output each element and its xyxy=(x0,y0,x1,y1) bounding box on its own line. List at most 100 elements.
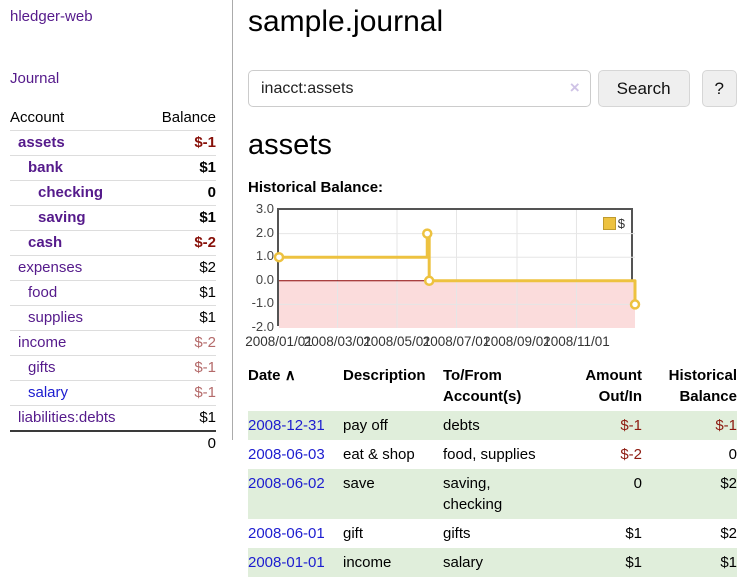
x-axis-label: 2008/09/01 xyxy=(483,334,551,349)
x-axis-label: 2008/05/01 xyxy=(363,334,431,349)
transaction-description: income xyxy=(343,554,392,571)
account-link-saving[interactable]: saving xyxy=(38,209,86,226)
sidebar: hledger-web Journal Account Balance asse… xyxy=(0,0,233,452)
register-header-accounts: To/From Account(s) xyxy=(443,367,522,405)
register-row: 2008-06-03 eat & shop food, supplies $-2… xyxy=(248,440,737,469)
register-header-description: Description xyxy=(343,367,426,384)
account-link-food[interactable]: food xyxy=(28,284,58,301)
account-balance: $-1 xyxy=(194,359,216,376)
accounts-header-balance: Balance xyxy=(161,109,216,126)
transaction-description: save xyxy=(343,475,375,492)
transaction-date-link[interactable]: 2008-06-02 xyxy=(248,475,325,492)
account-row: bank $1 xyxy=(10,155,216,181)
transaction-accounts: saving, checking xyxy=(443,475,503,513)
transaction-date-link[interactable]: 2008-12-31 xyxy=(248,417,325,434)
y-axis-label: 3.0 xyxy=(255,201,274,216)
legend-swatch-icon xyxy=(602,217,616,230)
account-balance: $-1 xyxy=(194,384,216,401)
account-balance: $2 xyxy=(199,259,216,276)
account-balance: $1 xyxy=(199,409,216,426)
account-row: assets $-1 xyxy=(10,130,216,156)
accounts-total-row: 0 xyxy=(10,431,216,456)
account-heading: assets xyxy=(248,129,332,161)
register-row: 2008-01-01 income salary $1 $1 xyxy=(248,548,737,577)
register-header-date[interactable]: Date ∧ xyxy=(248,367,296,384)
account-balance: $-2 xyxy=(194,234,216,251)
account-link-income[interactable]: income xyxy=(18,334,67,351)
y-axis-label: 2.0 xyxy=(255,224,274,240)
account-row: checking 0 xyxy=(10,180,216,206)
y-axis-label: -2.0 xyxy=(251,319,274,334)
x-axis-label: 2008/11/01 xyxy=(543,334,610,349)
accounts-total: 0 xyxy=(207,435,216,452)
transaction-description: gift xyxy=(343,525,364,542)
register-header-balance: Historical Balance xyxy=(668,367,737,405)
search-input[interactable] xyxy=(248,70,591,107)
accounts-table: Account Balance assets $-1 bank $1 check… xyxy=(10,106,216,456)
app-brand-link[interactable]: hledger-web xyxy=(10,8,93,25)
transaction-date-link[interactable]: 2008-01-01 xyxy=(248,554,325,571)
register-row: 2008-12-31 pay off debts $-1 $-1 xyxy=(248,411,737,440)
page-title: sample.journal xyxy=(248,5,444,38)
account-link-expenses[interactable]: expenses xyxy=(18,259,83,276)
chart-legend: $ xyxy=(601,215,626,232)
account-row: salary $-1 xyxy=(10,380,216,406)
journal-nav-link[interactable]: Journal xyxy=(10,70,60,87)
transaction-description: pay off xyxy=(343,417,388,434)
clear-search-icon[interactable]: × xyxy=(569,78,580,97)
account-row: gifts $-1 xyxy=(10,355,216,381)
chart-plot-area: $ xyxy=(273,208,641,328)
transaction-amount: $-2 xyxy=(620,446,642,463)
transaction-balance: $2 xyxy=(720,475,737,492)
balance-chart: $ 3.0 2.0 1.0 0.0 -1.0 -2.0 2008/01/01 2008/03/… xyxy=(245,201,737,356)
transaction-amount: $-1 xyxy=(620,417,642,434)
transaction-amount: 0 xyxy=(633,475,642,492)
search-button[interactable]: Search xyxy=(597,70,690,107)
legend-label: $ xyxy=(617,216,625,231)
account-balance: 0 xyxy=(207,184,216,201)
register-table: Date ∧ Description To/From Account(s) Am… xyxy=(248,363,737,577)
transaction-description: eat & shop xyxy=(343,446,415,463)
sort-asc-icon: ∧ xyxy=(284,367,296,384)
transaction-amount: $1 xyxy=(625,525,642,542)
account-row: expenses $2 xyxy=(10,255,216,281)
account-link-gifts[interactable]: gifts xyxy=(28,359,56,376)
transaction-amount: $1 xyxy=(625,554,642,571)
account-row: cash $-2 xyxy=(10,230,216,256)
register-header-row: Date ∧ Description To/From Account(s) Am… xyxy=(248,363,737,411)
account-balance: $1 xyxy=(199,209,216,226)
account-link-checking[interactable]: checking xyxy=(38,184,104,201)
help-button[interactable]: ? xyxy=(701,70,737,107)
x-axis-label: 2008/03/01 xyxy=(303,334,372,349)
register-row: 2008-06-01 gift gifts $1 $2 xyxy=(248,519,737,548)
account-row: supplies $1 xyxy=(10,305,216,331)
chart-title: Historical Balance: xyxy=(248,179,384,196)
account-link-salary[interactable]: salary xyxy=(28,384,69,401)
account-link-assets[interactable]: assets xyxy=(18,134,65,151)
register-row: 2008-06-02 save saving, checking 0 $2 xyxy=(248,469,737,519)
transaction-date-link[interactable]: 2008-06-01 xyxy=(248,525,325,542)
account-balance: $1 xyxy=(199,159,216,176)
account-link-cash[interactable]: cash xyxy=(28,234,63,251)
y-axis-label: 0.0 xyxy=(255,271,274,287)
transaction-date-link[interactable]: 2008-06-03 xyxy=(248,446,325,463)
transaction-accounts: gifts xyxy=(443,525,471,542)
account-row: income $-2 xyxy=(10,330,216,356)
account-link-bank[interactable]: bank xyxy=(28,159,64,176)
x-axis-label: 2008/01/01 xyxy=(245,334,313,349)
account-balance: $-2 xyxy=(194,334,216,351)
search-form: × Search ? xyxy=(248,70,737,107)
transaction-accounts: food, supplies xyxy=(443,446,536,463)
y-axis-label: 1.0 xyxy=(255,248,274,264)
account-link-liabilities-debts[interactable]: liabilities:debts xyxy=(18,409,116,426)
transaction-balance: $-1 xyxy=(715,417,737,434)
accounts-header-account: Account xyxy=(10,109,65,126)
transaction-balance: $1 xyxy=(720,554,737,571)
register-header-amount: Amount Out/In xyxy=(585,367,642,405)
account-row: liabilities:debts $1 xyxy=(10,405,216,432)
account-balance: $1 xyxy=(199,284,216,301)
account-balance: $-1 xyxy=(194,134,216,151)
transaction-accounts: salary xyxy=(443,554,484,571)
y-axis-label: -1.0 xyxy=(251,295,274,311)
account-link-supplies[interactable]: supplies xyxy=(28,309,84,326)
